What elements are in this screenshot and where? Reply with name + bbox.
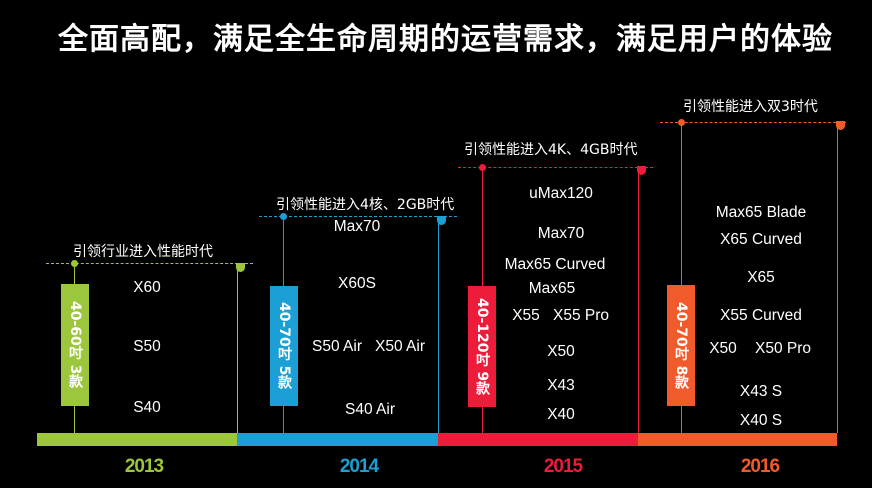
year-label: 2014 — [339, 456, 379, 477]
timeline-divider — [46, 263, 253, 264]
marker-dot — [678, 119, 685, 126]
marker-dot — [479, 164, 486, 171]
marker-dot — [280, 213, 287, 220]
size-range-tag: 40-70吋 8款 — [667, 285, 695, 406]
marker-dot — [71, 260, 78, 267]
era-heading: 引领性能进入4K、4GB时代 — [464, 142, 638, 158]
model-label: Max65 — [528, 280, 576, 297]
model-label: X40 S — [739, 412, 783, 429]
size-range-tag: 40-60吋 3款 — [61, 284, 89, 406]
marker-corner — [637, 166, 646, 175]
era-end-line — [837, 128, 838, 433]
model-label: X40 — [547, 406, 575, 423]
model-label: X65 Curved — [720, 231, 802, 248]
timeline-segment-2014 — [237, 433, 438, 446]
model-label: uMax120 — [529, 185, 593, 202]
era-end-line — [638, 173, 639, 433]
timeline-segment-2016 — [638, 433, 837, 446]
model-label: X60S — [338, 275, 376, 292]
model-label: X55 Pro — [552, 307, 610, 324]
size-range-tag: 40-70吋 5款 — [270, 286, 298, 406]
era-end-line — [237, 270, 238, 433]
timeline-divider — [458, 167, 653, 168]
model-label: X65 — [747, 269, 775, 286]
year-label: 2015 — [543, 456, 583, 477]
era-heading: 引领性能进入双3时代 — [683, 99, 818, 115]
model-label: Max70 — [333, 218, 381, 235]
model-label: Max65 Curved — [504, 256, 606, 273]
timeline-segment-2015 — [438, 433, 638, 446]
model-label: X43 — [547, 377, 575, 394]
model-label: S40 — [133, 399, 161, 416]
model-label: S40 Air — [345, 401, 395, 418]
model-label: X43 S — [739, 383, 783, 400]
model-label: X50 Pro — [754, 340, 812, 357]
size-range-tag: 40-120吋 9款 — [468, 286, 496, 407]
model-label: X50 Air — [375, 338, 425, 355]
era-heading: 引领性能进入4核、2GB时代 — [276, 197, 455, 213]
era-end-line — [438, 222, 439, 433]
model-label: Max65 Blade — [715, 204, 807, 221]
marker-corner — [437, 216, 446, 225]
model-label: X50 — [709, 340, 737, 357]
year-label: 2013 — [124, 456, 164, 477]
timeline-segment-2013 — [37, 433, 237, 446]
model-label: X60 — [133, 279, 161, 296]
timeline-divider — [259, 216, 457, 217]
model-label: X55 — [512, 307, 540, 324]
marker-corner — [236, 263, 245, 272]
model-label: S50 Air — [312, 338, 362, 355]
model-label: X55 Curved — [720, 307, 802, 324]
model-label: Max70 — [537, 225, 585, 242]
year-label: 2016 — [740, 456, 780, 477]
model-label: X50 — [547, 343, 575, 360]
timeline-divider — [660, 122, 846, 123]
marker-corner — [836, 121, 845, 130]
page-title: 全面高配，满足全生命周期的运营需求，满足用户的体验 — [58, 22, 833, 57]
model-label: S50 — [133, 338, 161, 355]
era-start-line — [681, 123, 682, 433]
era-heading: 引领行业进入性能时代 — [73, 244, 213, 260]
